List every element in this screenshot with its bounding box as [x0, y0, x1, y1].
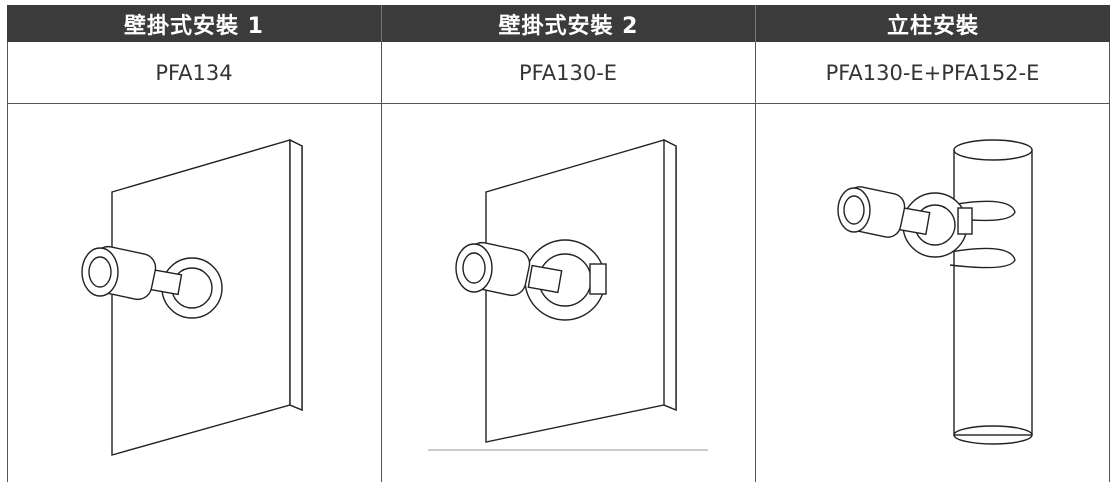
border	[755, 42, 756, 482]
pole-mount	[837, 139, 1033, 445]
header-cell: 壁掛式安裝 2	[381, 5, 755, 42]
border	[7, 42, 8, 482]
header-cell: 立柱安裝	[755, 5, 1110, 42]
wall-mount-2	[428, 138, 708, 451]
border	[381, 42, 382, 482]
border	[1109, 42, 1110, 482]
header-cell: 壁掛式安裝 1	[7, 5, 381, 42]
model-cell: PFA130-E+PFA152-E	[755, 42, 1110, 104]
wall-mount-1	[81, 138, 303, 456]
model-cell: PFA130-E	[381, 42, 755, 104]
model-cell: PFA134	[7, 42, 381, 104]
